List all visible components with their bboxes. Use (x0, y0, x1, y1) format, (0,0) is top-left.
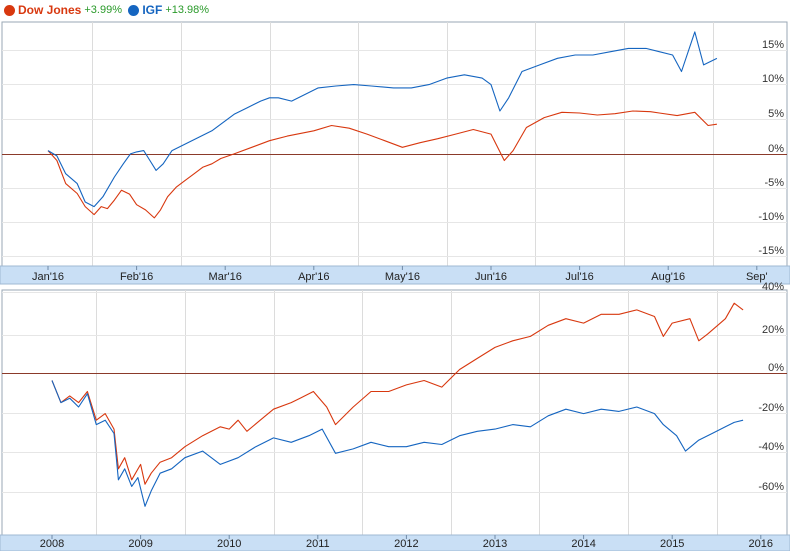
series-line-igf (51, 380, 744, 507)
x-tick-label-feb-16: Feb'16 (120, 271, 153, 283)
legend-item-dow-jones[interactable]: Dow Jones +3.99% (4, 3, 122, 17)
y-tick-label-0: 0% (768, 143, 784, 155)
x-tick-label-aug-16: Aug'16 (651, 271, 685, 283)
series-line-igf (47, 31, 718, 208)
y-tick-label-10: 10% (762, 73, 784, 85)
y-tick-label-15: 15% (762, 39, 784, 51)
x-tick-label-2016: 2016 (749, 538, 773, 550)
y-tick-label-20: 20% (762, 324, 784, 336)
chart-2: 40% 20% 0% -20% -40% -60% 2008 2009 2010 2011 2012… (0, 281, 790, 551)
y-tick-label-40: -40% (758, 441, 784, 453)
y-tick-label-0: 0% (768, 362, 784, 374)
y-tick-label-15: -15% (758, 245, 784, 257)
x-tick-label-jan-16: Jan'16 (32, 271, 64, 283)
x-tick-label-apr-16: Apr'16 (298, 271, 329, 283)
x-tick-label-jun-16: Jun'16 (475, 271, 507, 283)
legend-label-igf: IGF (142, 3, 163, 17)
series-line-dow-jones (51, 302, 744, 485)
legend-dot-igf-icon (128, 4, 140, 16)
y-tick-label-20: -20% (758, 402, 784, 414)
legend-dot-dow-jones-icon (4, 4, 15, 16)
x-tick-label-2014: 2014 (571, 538, 595, 550)
x-tick-label-mar-16: Mar'16 (209, 271, 242, 283)
x-tick-label-may-16: May'16 (385, 271, 420, 283)
x-tick-label-2013: 2013 (483, 538, 507, 550)
chart-1: 15% 10% 5% 0% -5% -10% -15% Jan'16 Feb'16 Mar'16 A… (0, 21, 790, 285)
plot-area (1, 289, 788, 536)
y-tick-label-10: -10% (758, 211, 784, 223)
y-tick-label-60: -60% (758, 481, 784, 493)
legend-label-dow-jones: Dow Jones (18, 3, 82, 17)
series-line-dow-jones (47, 110, 717, 219)
x-tick-label-2009: 2009 (128, 538, 152, 550)
x-axis-strip (0, 534, 790, 551)
x-tick-label-2011: 2011 (306, 538, 330, 550)
legend-item-igf[interactable]: IGF +13.98% (128, 3, 209, 17)
x-axis-strip (0, 265, 790, 285)
y-tick-label-5: 5% (768, 108, 784, 120)
x-tick-label-sep: Sep' (746, 271, 768, 283)
y-tick-label-5: -5% (764, 177, 784, 189)
x-tick-label-2015: 2015 (660, 538, 684, 550)
legend: Dow Jones +3.99% IGF +13.98% (4, 3, 212, 19)
legend-change-dow-jones: +3.99% (84, 4, 122, 16)
y-tick-label-40: 40% (762, 281, 784, 293)
legend-change-igf: +13.98% (165, 4, 210, 16)
x-tick-label-2008: 2008 (40, 538, 64, 550)
x-tick-label-2010: 2010 (217, 538, 241, 550)
x-tick-label-2012: 2012 (394, 538, 418, 550)
x-tick-label-jul-16: Jul'16 (565, 271, 593, 283)
